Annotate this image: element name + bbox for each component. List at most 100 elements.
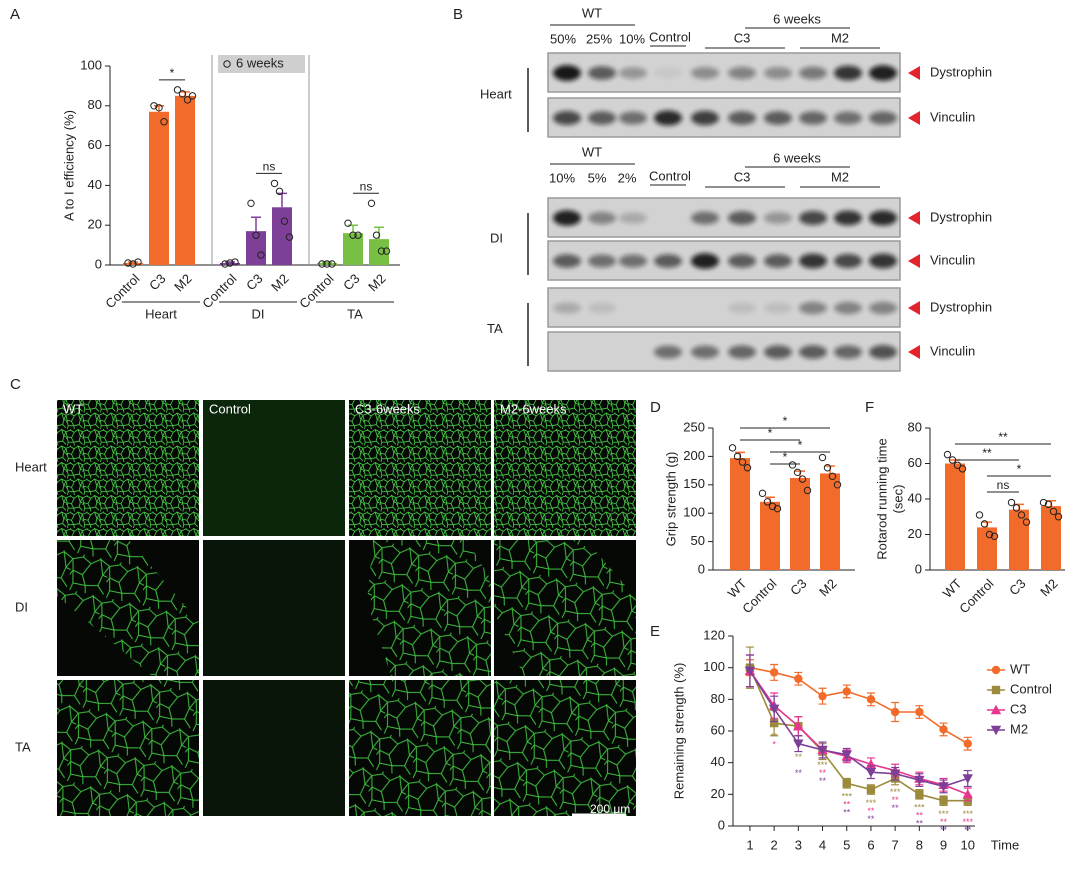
data-point (798, 475, 807, 483)
arrow (908, 66, 920, 80)
lane-label: 10% (619, 31, 645, 46)
tissue-label: DI (490, 230, 503, 245)
scale-bar-label: 200 μm (590, 802, 630, 816)
data-point (803, 486, 812, 495)
data-point (173, 86, 182, 94)
significance-label: *** (866, 798, 877, 808)
blot-band (553, 302, 581, 314)
x-tick-label: M2 (1037, 576, 1060, 599)
y-tick-label: 20 (908, 526, 922, 541)
panel-label: C (10, 376, 21, 393)
blot-band (799, 301, 827, 315)
y-tick-label: 60 (88, 137, 102, 152)
micrograph-tissue (494, 540, 636, 676)
blot-label: Dystrophin (930, 299, 992, 314)
data-point (155, 104, 163, 112)
data-point (962, 789, 973, 799)
data-point (794, 674, 803, 683)
data-point (769, 718, 779, 728)
blot-band (834, 111, 862, 125)
data-point (733, 452, 742, 461)
error-bar (277, 192, 287, 208)
x-tick-label: WT (940, 576, 965, 601)
blot-label: Vinculin (930, 109, 975, 124)
data-point (1017, 511, 1026, 519)
blot-band (869, 65, 897, 81)
data-point (841, 750, 852, 760)
data-point (150, 102, 158, 110)
blot-band (619, 67, 647, 79)
data-point (372, 231, 381, 239)
blot-band (553, 65, 581, 81)
significance-label: ** (892, 803, 900, 813)
data-point (788, 461, 797, 469)
lane-group-label: WT (582, 144, 602, 159)
legend-marker (223, 60, 231, 68)
row-label: TA (15, 739, 31, 754)
data-point (134, 258, 142, 266)
data-point (1007, 498, 1016, 507)
lane-label: 5% (588, 170, 607, 185)
blot-band (834, 301, 862, 315)
data-point (958, 465, 967, 473)
micrograph-signal (203, 540, 345, 676)
error-bar (251, 216, 261, 232)
y-tick-label: 120 (703, 627, 725, 642)
bar (175, 95, 195, 265)
lane-label: 25% (586, 31, 612, 46)
y-tick-label: 250 (683, 419, 705, 434)
bar (149, 111, 169, 266)
data-point (963, 739, 972, 748)
data-point (915, 790, 924, 799)
blot-band (764, 302, 792, 314)
data-point (221, 260, 229, 268)
y-axis-title: Grip strength (g) (663, 452, 678, 547)
blot-band (588, 111, 616, 125)
x-tick-label: M2 (816, 576, 839, 599)
lane-label: 2% (618, 170, 637, 185)
y-tick-label: 150 (683, 476, 705, 491)
data-point (985, 530, 994, 539)
blot-label: Vinculin (930, 252, 975, 267)
data-point (743, 464, 752, 472)
bar (123, 263, 143, 265)
blot-band (764, 66, 792, 80)
panel-label: B (453, 6, 463, 23)
significance-label: *** (962, 809, 973, 819)
legend-marker (990, 725, 1002, 736)
x-tick-label: C3 (787, 576, 809, 598)
data-point (823, 464, 832, 472)
blot-band (588, 254, 616, 268)
data-point (865, 767, 877, 778)
significance-label: ns (360, 179, 373, 193)
blot-band (728, 66, 756, 80)
blot-band (654, 254, 682, 268)
x-tick-label: C3 (243, 271, 265, 293)
significance-label: *** (962, 817, 973, 827)
data-point (962, 774, 973, 784)
significance-label: ns (263, 160, 276, 174)
row-label: DI (15, 599, 28, 614)
data-point (226, 259, 234, 267)
significance-label: ** (940, 817, 948, 827)
data-point (818, 453, 827, 462)
significance-label: ** (795, 752, 803, 762)
data-point (124, 259, 132, 267)
error-bar (735, 451, 745, 459)
lane-group-label: 6 weeks (773, 11, 821, 26)
blot-band (588, 66, 616, 80)
x-tick-label: Control (956, 576, 996, 616)
micrograph-tissue (57, 540, 199, 676)
x-tick-label: 1 (746, 837, 753, 852)
significance-label: ** (916, 811, 924, 821)
lane-group-label: M2 (831, 30, 849, 45)
x-tick-label: M2 (171, 271, 194, 294)
x-tick-label: C3 (1006, 576, 1028, 598)
y-tick-label: 80 (711, 691, 725, 706)
y-axis-title: Rotarod running time (874, 438, 889, 559)
blot-band (799, 253, 827, 269)
blot-band (728, 254, 756, 268)
blot-band (799, 345, 827, 359)
blot-band (728, 302, 756, 314)
blot-band (799, 111, 827, 125)
